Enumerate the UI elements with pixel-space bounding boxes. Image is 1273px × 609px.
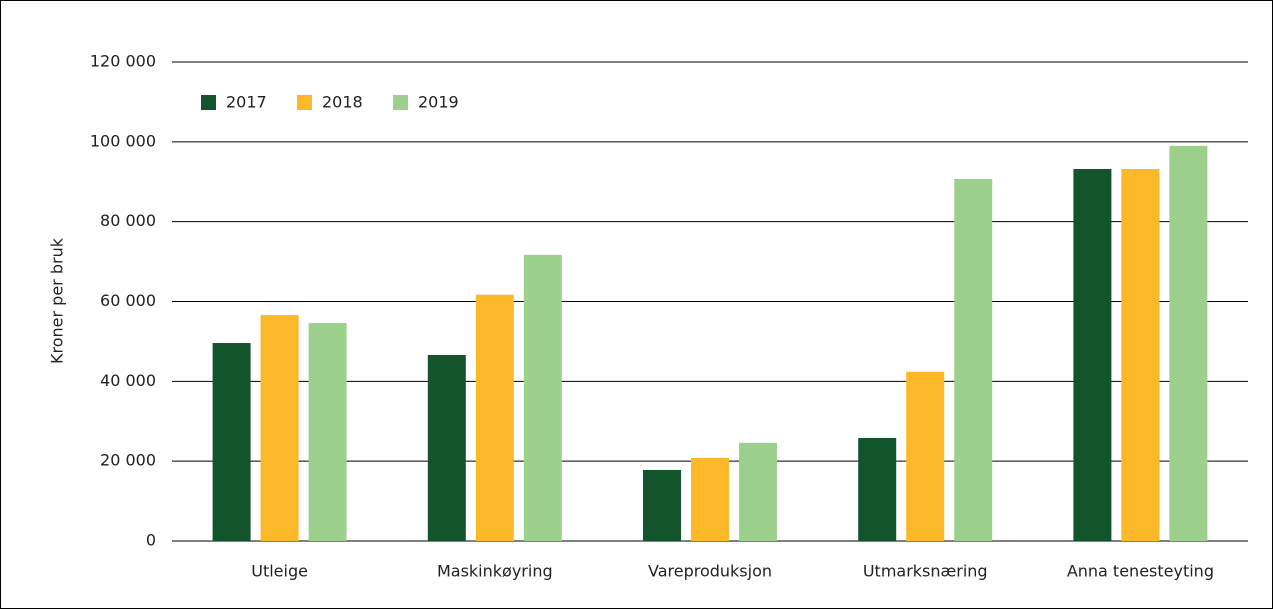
bar: [643, 469, 681, 541]
bar: [260, 315, 299, 541]
legend-label: 2019: [418, 93, 459, 112]
x-tick-label: Utleige: [251, 562, 308, 581]
x-tick-label: Utmarksnæring: [863, 562, 988, 581]
legend-swatch: [201, 95, 216, 110]
bar: [1073, 168, 1112, 541]
legend-label: 2018: [322, 93, 363, 112]
bar: [427, 354, 466, 541]
bar: [691, 457, 729, 541]
bar: [906, 371, 945, 541]
legend-swatch: [297, 95, 312, 110]
bar: [523, 254, 562, 542]
bar: [212, 343, 251, 541]
bar: [1169, 145, 1208, 541]
bar: [1121, 168, 1160, 541]
legend-label: 2017: [226, 93, 267, 112]
bar: [739, 442, 777, 541]
y-tick-label: 80 000: [100, 211, 156, 230]
y-tick-label: 120 000: [90, 52, 156, 71]
y-tick-label: 0: [146, 531, 156, 550]
bar: [308, 323, 347, 541]
x-tick-label: Maskinkøyring: [437, 562, 553, 581]
bar: [858, 438, 897, 541]
x-tick-label: Anna tenesteyting: [1067, 562, 1214, 581]
y-axis-label: Kroner per bruk: [48, 237, 67, 364]
bar: [475, 294, 514, 541]
x-tick-label: Vareproduksjon: [648, 562, 772, 581]
y-tick-label: 60 000: [100, 291, 156, 310]
y-tick-label: 40 000: [100, 371, 156, 390]
legend-swatch: [393, 95, 408, 110]
y-tick-label: 20 000: [100, 451, 156, 470]
y-tick-label: 100 000: [90, 131, 156, 150]
bar: [954, 178, 993, 542]
